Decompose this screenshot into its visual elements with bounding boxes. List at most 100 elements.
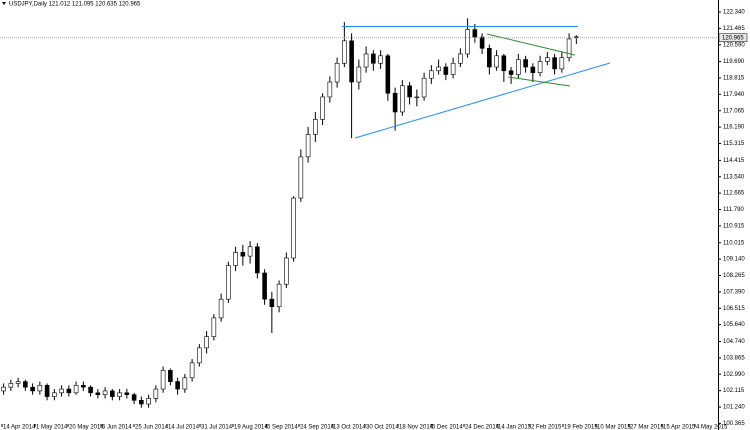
x-tick-label: 5 Sep 2014 [267,425,298,430]
chart-title: USDJPY,Daily 121.012 121.095 120.635 120… [9,2,141,8]
y-tick-label: 117.940 [723,92,745,98]
x-tick-label: 14 Apr 2014 [3,425,36,430]
x-tick-label: 20 May 2014 [69,425,104,430]
candle-body [458,53,463,64]
y-tick-label: 114.415 [723,158,745,164]
candle-body [530,66,536,73]
candle-body [59,388,64,394]
y-tick-label: 115.315 [723,141,745,147]
candle-body [131,394,137,401]
candle-body [66,388,72,394]
y-tick-label: 113.540 [723,174,745,180]
candle-body [139,399,144,405]
x-tick-label: 24 Sep 2014 [300,425,335,430]
y-tick-label: 100.365 [723,421,745,427]
x-tick-label: 27 Mar 2015 [630,425,664,430]
candle-body [284,257,289,285]
candle-body [240,252,246,257]
candle-body [487,48,492,68]
x-tick-label: 13 Oct 2014 [333,425,366,430]
candle-body [363,53,369,68]
candle-body [247,246,253,257]
candle-body [443,66,449,75]
candle-body [182,377,188,390]
y-tick-label: 120.590 [723,42,745,48]
candle-body [313,119,318,135]
y-tick-label: 101.240 [723,405,745,411]
candle-body [400,85,405,113]
candle-body [508,70,514,75]
y-tick-label: 108.265 [723,273,745,279]
plot [1,18,579,408]
candle-body [378,55,383,64]
x-tick-label: 24 Dec 2014 [465,425,500,430]
x-tick-label: 30 Oct 2014 [366,425,399,430]
y-tick-label: 122.340 [723,10,745,16]
trend-line [354,62,611,139]
candle-body [407,85,412,98]
candle-body [218,298,224,319]
candle-body [559,57,565,70]
candle-body [160,370,166,390]
y-tick-label: 102.990 [723,372,745,378]
y-tick-label: 107.390 [723,289,745,295]
x-tick-label: 19 Feb 2015 [564,425,598,430]
candle-body [110,390,115,397]
candle-body [88,386,93,394]
candle-body [102,390,108,395]
candle-body [226,265,231,300]
candle-body [204,336,209,349]
candle-body [342,40,347,64]
y-tick-label: 111.790 [723,207,744,213]
candle-body [305,134,311,158]
candle-body [189,362,195,379]
candle-body [117,392,122,397]
y-tick-label: 105.640 [723,322,745,328]
candle-body [44,385,50,397]
y-tick-label: 118.815 [723,76,745,82]
candle-body [501,55,507,72]
candle-body [429,70,434,79]
candle-body [494,55,499,68]
candle-body [262,272,267,300]
y-tick-label: 104.740 [723,339,745,345]
candle-body [1,386,6,392]
candle-body [30,386,35,392]
x-tick-label: 18 Nov 2014 [399,425,434,430]
y-tick-label: 103.865 [723,355,745,361]
trend-line [486,33,576,56]
x-tick-label: 10 Mar 2015 [597,425,631,430]
candle-body [81,385,86,388]
candle-body [233,252,238,266]
candle-body [276,283,282,307]
candle-body [146,398,151,405]
candle-body [8,383,14,388]
candle-body [537,61,543,73]
candle-body [52,392,57,397]
x-tick-label: 4 May 2015 [696,425,728,430]
candle-body [255,246,260,274]
candle-body [479,36,485,49]
candle-body [320,96,325,120]
y-tick-label: 106.515 [723,306,745,312]
candle-body [175,381,180,390]
candle-body [472,29,478,38]
candle-body [349,40,354,83]
candle-body [371,53,376,64]
candle-body [15,381,21,384]
candle-body [73,385,79,394]
candle-body [23,381,28,388]
y-tick-label: 117.065 [723,108,745,114]
candle-body [566,38,572,58]
menu-icon [2,2,6,5]
x-tick-label: 14 Jul 2014 [168,425,200,430]
candle-body [552,57,557,70]
candle-body [392,92,398,113]
x-tick-label: 6 Jun 2014 [102,425,132,430]
candle-body [523,59,528,68]
x-tick-label: 2 Feb 2015 [531,425,562,430]
x-tick-label: 19 Aug 2014 [234,425,268,430]
candle-body [385,55,391,94]
candle-body [291,197,296,259]
